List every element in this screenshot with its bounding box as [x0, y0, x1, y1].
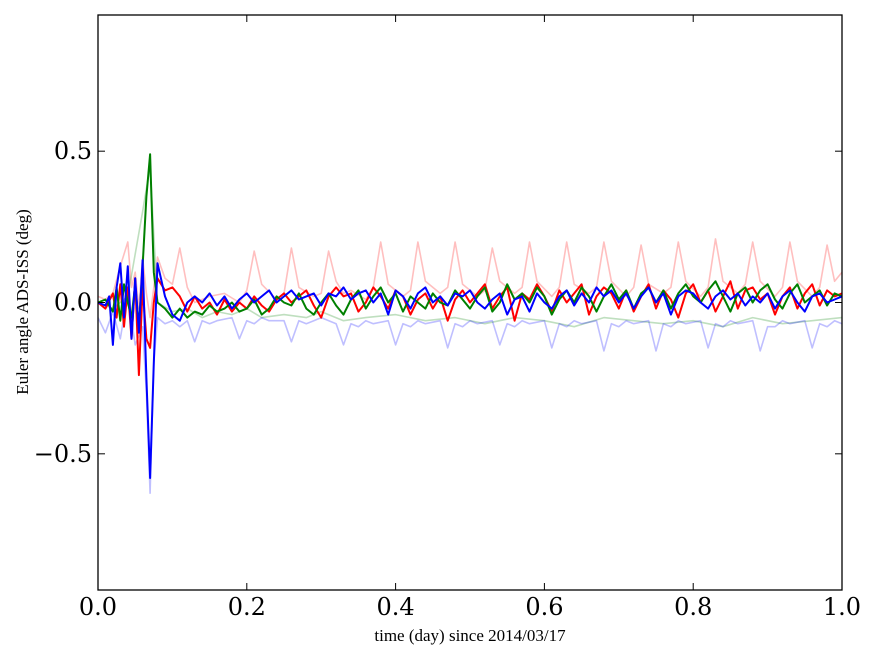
series-layer	[97, 153, 843, 494]
series-line-2	[97, 292, 843, 494]
x-tick-label: 0.8	[674, 593, 712, 621]
x-tick-label: 0.0	[79, 593, 117, 621]
tick-layer: 0.0 0.2 0.4 0.6 0.8 1.0 0.5 0.0 −0.5	[34, 15, 861, 621]
plot-area-frame	[97, 14, 843, 591]
series-line-5	[97, 259, 843, 479]
x-tick-label: 0.6	[525, 593, 563, 621]
y-tick-label: −0.5	[34, 440, 92, 468]
x-axis-label: time (day) since 2014/03/17	[374, 626, 566, 645]
y-tick-label: 0.0	[54, 289, 92, 317]
x-tick-label: 1.0	[823, 593, 861, 621]
y-axis-label: Euler angle ADS-ISS (deg)	[13, 209, 32, 395]
y-tick-label: 0.5	[54, 137, 92, 165]
x-tick-label: 0.4	[377, 593, 415, 621]
series-line-1	[97, 165, 843, 328]
series-line-0	[97, 238, 843, 319]
x-tick-label: 0.2	[228, 593, 266, 621]
